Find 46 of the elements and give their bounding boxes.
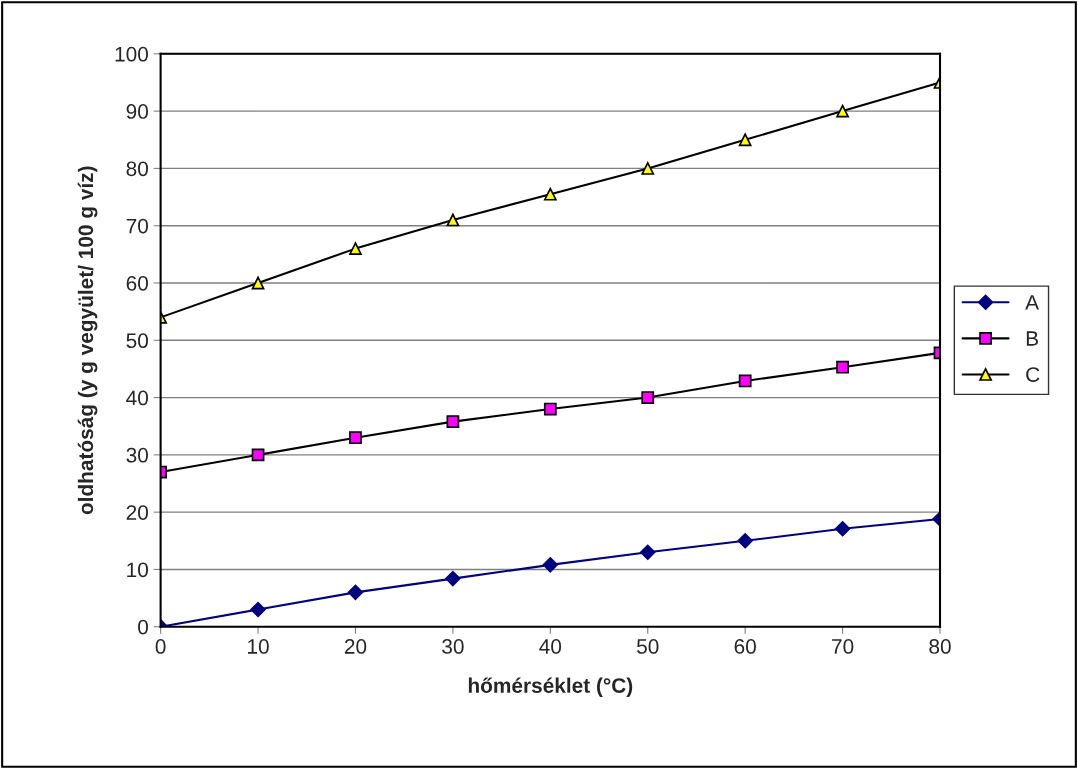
- point: [641, 391, 655, 404]
- point: [836, 104, 849, 118]
- point: [641, 162, 655, 175]
- y-tick-label: 80: [126, 161, 148, 177]
- point: [251, 448, 265, 462]
- legend-label: C: [1026, 367, 1040, 382]
- x-tick-label: 10: [248, 639, 269, 654]
- point: [349, 431, 362, 445]
- point: [737, 533, 753, 549]
- x-tick-label: 70: [832, 639, 854, 654]
- x-tick-label: 60: [734, 639, 756, 654]
- y-tick-label: 0: [138, 619, 148, 635]
- point: [347, 584, 364, 601]
- x-axis-title: hőmérséklet (°C): [468, 677, 633, 698]
- point: [543, 402, 557, 416]
- point: [834, 521, 851, 537]
- point: [640, 544, 656, 560]
- y-tick-label: 10: [127, 562, 148, 578]
- point: [738, 374, 752, 388]
- legend-label: A: [1025, 295, 1040, 310]
- x-tick-label: 80: [929, 639, 951, 654]
- point: [251, 276, 265, 290]
- x-tick-label: 20: [344, 639, 367, 654]
- legend-label: B: [1026, 331, 1038, 346]
- x-tick-label: 40: [539, 639, 562, 654]
- y-tick-label: 30: [126, 447, 148, 463]
- y-tick-label: 70: [126, 218, 148, 234]
- point: [738, 133, 752, 147]
- x-tick-label: 0: [155, 639, 166, 654]
- point: [446, 213, 460, 227]
- y-tick-label: 60: [126, 275, 148, 291]
- point: [446, 415, 460, 429]
- point: [836, 360, 849, 374]
- point: [542, 557, 559, 573]
- y-tick-label: 20: [126, 505, 148, 520]
- y-tick-label: 90: [126, 104, 148, 119]
- x-tick-label: 50: [636, 639, 659, 654]
- y-tick-label: 40: [126, 390, 148, 406]
- x-tick-label: 30: [442, 639, 464, 654]
- point: [543, 187, 557, 201]
- point: [250, 601, 266, 618]
- point: [349, 242, 362, 256]
- point: [445, 570, 461, 587]
- y-tick-label: 50: [126, 333, 148, 349]
- y-tick-label: 100: [115, 46, 149, 62]
- y-axis-title: oldhatóság (y g vegyület/ 100 g víz): [77, 166, 98, 515]
